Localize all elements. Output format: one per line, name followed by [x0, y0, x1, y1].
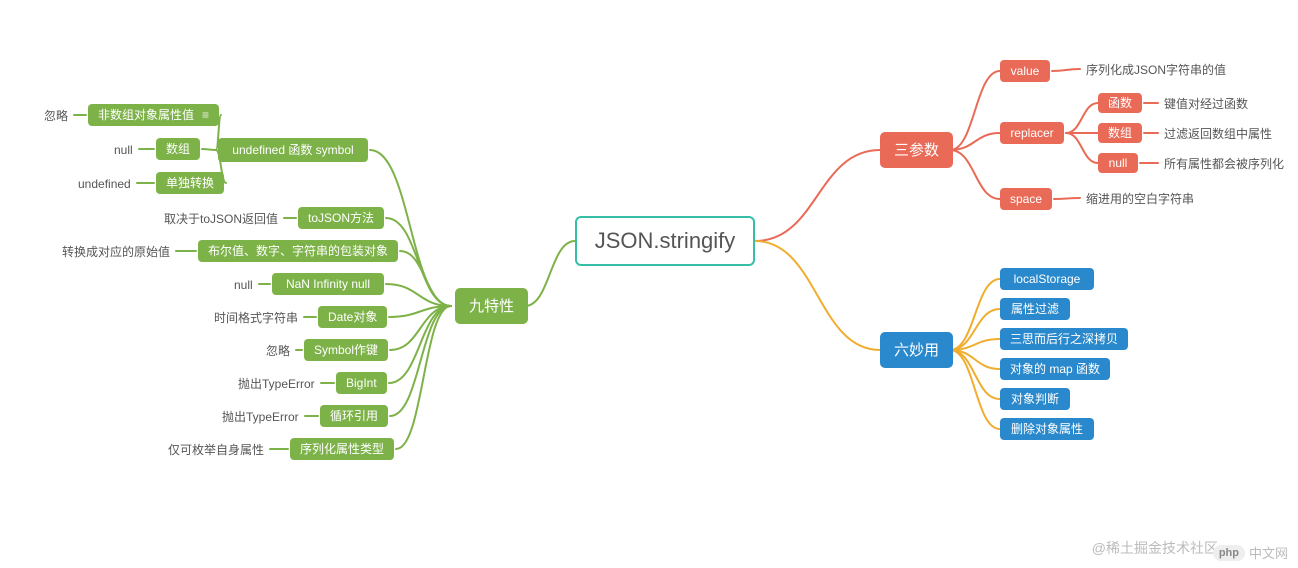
node-space[interactable]: space [1000, 188, 1052, 210]
site-text: 中文网 [1249, 543, 1288, 562]
leaftext-replacer-0: 键值对经过函数 [1158, 94, 1254, 114]
node-f1[interactable]: undefined 函数 symbol [218, 138, 368, 162]
subbox-f1-0[interactable]: 非数组对象属性值≡ [88, 104, 219, 126]
node-u2[interactable]: 属性过滤 [1000, 298, 1070, 320]
leaftext-f9: 仅可枚举自身属性 [162, 440, 270, 460]
subbox-f1-1[interactable]: 数组 [156, 138, 200, 160]
node-replacer[interactable]: replacer [1000, 122, 1064, 144]
leafbox-replacer-2[interactable]: null [1098, 153, 1138, 173]
subtext-f1-1: null [108, 140, 139, 160]
leafbox-replacer-1[interactable]: 数组 [1098, 123, 1142, 143]
node-u4[interactable]: 对象的 map 函数 [1000, 358, 1110, 380]
root-node[interactable]: JSON.stringify [575, 216, 755, 266]
node-f3[interactable]: 布尔值、数字、字符串的包装对象 [198, 240, 398, 262]
leafbox-replacer-0[interactable]: 函数 [1098, 93, 1142, 113]
subtext-f1-0: 忽略 [38, 106, 74, 126]
subtext-f1-2: undefined [72, 174, 137, 194]
leaftext-f8: 抛出TypeError [216, 407, 305, 427]
leaftext-f7: 抛出TypeError [232, 374, 321, 394]
connector-layer [0, 0, 1298, 568]
leaftext-value-0: 序列化成JSON字符串的值 [1080, 60, 1232, 80]
node-f8[interactable]: 循环引用 [320, 405, 388, 427]
node-f6[interactable]: Symbol作键 [304, 339, 388, 361]
watermark-site: php 中文网 [1213, 543, 1288, 562]
leaftext-space-0: 缩进用的空白字符串 [1080, 189, 1200, 209]
php-badge: php [1213, 545, 1245, 561]
node-f2[interactable]: toJSON方法 [298, 207, 384, 229]
node-value[interactable]: value [1000, 60, 1050, 82]
hub-features[interactable]: 九特性 [455, 288, 528, 324]
hub-uses[interactable]: 六妙用 [880, 332, 953, 368]
node-u5[interactable]: 对象判断 [1000, 388, 1070, 410]
node-u3[interactable]: 三思而后行之深拷贝 [1000, 328, 1128, 350]
leaftext-f3: 转换成对应的原始值 [56, 242, 176, 262]
subbox-f1-2[interactable]: 单独转换 [156, 172, 224, 194]
node-f7[interactable]: BigInt [336, 372, 387, 394]
node-u1[interactable]: localStorage [1000, 268, 1094, 290]
node-u6[interactable]: 删除对象属性 [1000, 418, 1094, 440]
node-f5[interactable]: Date对象 [318, 306, 387, 328]
leaftext-replacer-1: 过滤返回数组中属性 [1158, 124, 1278, 144]
hub-params[interactable]: 三参数 [880, 132, 953, 168]
leaftext-f6: 忽略 [260, 341, 296, 361]
watermark-community: @稀土掘金技术社区 [1092, 538, 1218, 558]
hamburger-icon: ≡ [202, 109, 209, 121]
leaftext-f2: 取决于toJSON返回值 [158, 209, 284, 229]
leaftext-f5: 时间格式字符串 [208, 308, 304, 328]
node-f9[interactable]: 序列化属性类型 [290, 438, 394, 460]
leaftext-f4: null [228, 275, 259, 295]
leaftext-replacer-2: 所有属性都会被序列化 [1158, 154, 1290, 174]
node-f4[interactable]: NaN Infinity null [272, 273, 384, 295]
